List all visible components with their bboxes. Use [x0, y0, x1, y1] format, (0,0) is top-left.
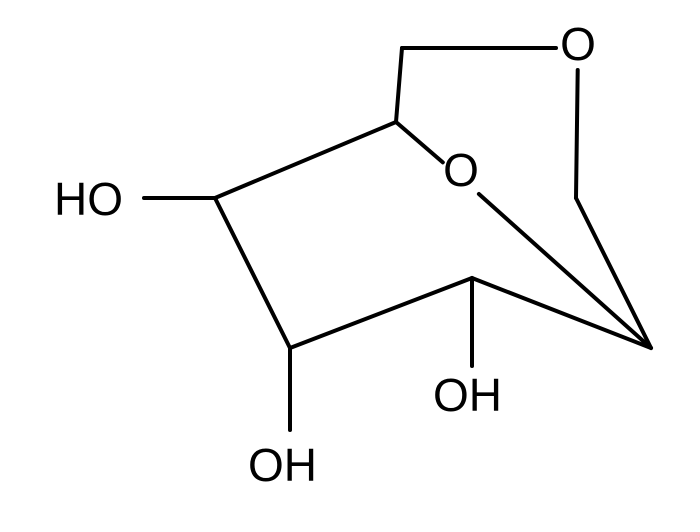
atom-label-O_ring: O: [443, 144, 479, 196]
bond: [472, 278, 651, 348]
atom-label-HO_left: HO: [54, 173, 123, 225]
bond: [479, 194, 651, 348]
molecule-diagram: O O HO OH OH: [0, 0, 700, 532]
atom-label-O_top: O: [560, 18, 596, 70]
bond: [396, 122, 443, 162]
bonds-layer: [144, 48, 651, 430]
atom-label-OH_bottom: OH: [248, 439, 317, 491]
bond: [215, 122, 396, 198]
labels-layer: O O HO OH OH: [54, 18, 596, 491]
atom-label-OH_right: OH: [433, 369, 502, 421]
bond: [290, 278, 472, 348]
bond: [215, 198, 290, 348]
bond: [576, 198, 651, 348]
bond: [396, 48, 402, 122]
bond: [576, 70, 578, 198]
